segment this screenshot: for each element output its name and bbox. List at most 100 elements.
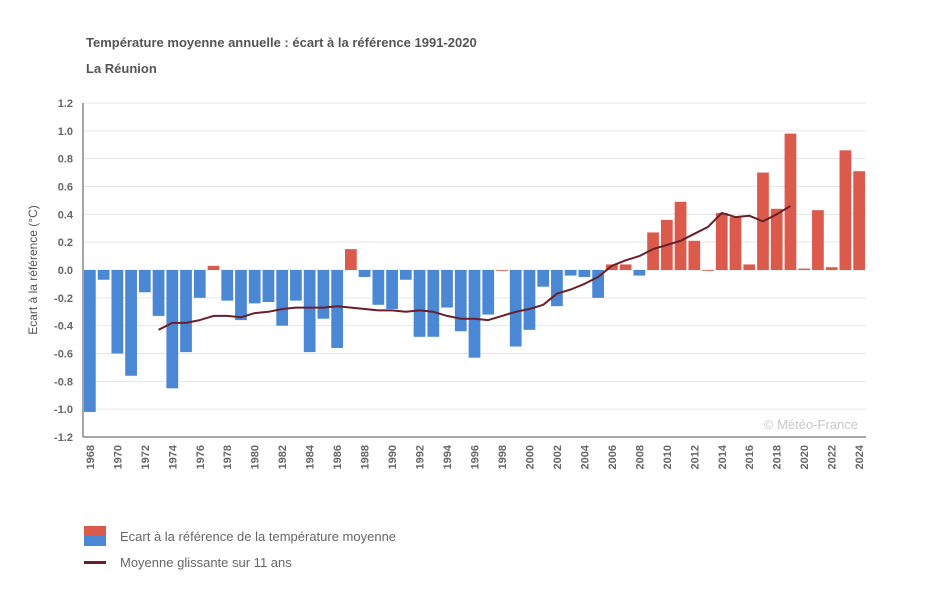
x-tick-label: 2020 xyxy=(799,445,811,469)
x-tick-label: 1986 xyxy=(332,445,344,469)
bar xyxy=(688,240,701,270)
bar xyxy=(825,267,838,270)
y-tick-label: 1.0 xyxy=(58,126,73,138)
axes xyxy=(82,103,866,438)
x-tick-label: 2018 xyxy=(772,445,784,469)
bar xyxy=(235,270,247,321)
bar xyxy=(441,270,453,308)
bar xyxy=(578,270,591,277)
bar xyxy=(290,270,302,301)
x-tick-label: 2006 xyxy=(607,445,619,469)
bar xyxy=(138,270,151,293)
bar xyxy=(345,249,357,270)
bar xyxy=(647,232,659,270)
bar xyxy=(551,270,563,307)
bar xyxy=(839,150,852,270)
bar xyxy=(317,270,330,319)
y-tick-label: -0.2 xyxy=(54,293,73,305)
y-tick-label: -0.8 xyxy=(54,376,73,388)
x-tick-labels: 1968 1970 1972 1974 1976 1978 1980 1982 1984 1986… xyxy=(85,444,866,469)
bar xyxy=(358,270,371,277)
moving-average-line xyxy=(158,205,791,331)
legend-label-line: Moyenne glissante sur 11 ans xyxy=(120,554,292,570)
bar xyxy=(743,264,756,270)
x-tick-label: 1972 xyxy=(140,445,152,469)
x-tick-label: 2014 xyxy=(717,444,729,469)
y-tick-label: 0.8 xyxy=(58,154,73,166)
chart-title: Température moyenne annuelle : écart à l… xyxy=(86,35,477,50)
y-axis-title: Ecart à la référence (°C) xyxy=(26,205,40,335)
x-tick-label: 2004 xyxy=(579,444,591,469)
bar xyxy=(248,270,261,304)
x-tick-label: 1968 xyxy=(85,445,97,469)
x-tick-label: 2008 xyxy=(634,445,646,469)
x-tick-label: 1990 xyxy=(387,445,399,469)
bar xyxy=(262,270,275,303)
x-tick-label: 1980 xyxy=(250,445,262,469)
bar xyxy=(770,208,783,270)
x-tick-label: 1976 xyxy=(195,445,207,469)
x-tick-label: 1970 xyxy=(112,445,124,469)
chart-subtitle: La Réunion xyxy=(86,61,157,76)
bar xyxy=(633,270,646,276)
bar xyxy=(537,270,550,287)
bar xyxy=(523,270,536,330)
x-tick-label: 1996 xyxy=(470,445,482,469)
y-tick-label: 0.2 xyxy=(58,237,73,249)
bar xyxy=(221,270,234,301)
bar-series xyxy=(84,133,865,412)
x-tick-label: 2012 xyxy=(689,445,701,469)
x-tick-label: 1974 xyxy=(167,444,179,469)
legend-item-line[interactable]: Moyenne glissante sur 11 ans xyxy=(84,549,396,575)
bar xyxy=(386,270,398,309)
bar xyxy=(125,270,137,376)
y-tick-label: -1.2 xyxy=(54,432,73,444)
y-tick-label: 0.6 xyxy=(58,182,73,194)
bar xyxy=(276,270,289,326)
bar xyxy=(798,268,811,270)
bar xyxy=(853,171,865,270)
bar xyxy=(111,270,124,354)
bar xyxy=(303,270,316,353)
bar xyxy=(97,270,110,280)
bar xyxy=(399,270,412,280)
x-tick-label: 1978 xyxy=(222,445,234,469)
bar xyxy=(729,217,742,270)
x-tick-label: 1988 xyxy=(360,445,372,469)
bar xyxy=(592,270,604,298)
y-tick-labels: 1.2 1.0 0.8 0.6 0.4 0.2 0.0 -0.2 -0.4 -0.6 -0.8 -1.… xyxy=(54,98,74,444)
x-tick-label: 1982 xyxy=(277,445,289,469)
legend-item-bars[interactable]: Ecart à la référence de la température m… xyxy=(84,523,396,549)
x-tick-label: 2016 xyxy=(744,445,756,469)
x-tick-label: 1992 xyxy=(415,445,427,469)
bar xyxy=(331,270,343,348)
bar xyxy=(715,212,728,270)
x-tick-label: 2024 xyxy=(854,444,866,469)
legend: Ecart à la référence de la température m… xyxy=(84,523,396,575)
bar xyxy=(674,201,687,270)
x-tick-label: 2002 xyxy=(552,445,564,469)
bar xyxy=(166,270,179,389)
bar xyxy=(496,270,508,271)
bar xyxy=(619,264,632,270)
legend-swatch-bars-icon xyxy=(84,526,106,546)
x-tick-label: 1998 xyxy=(497,445,509,469)
bar xyxy=(207,265,220,270)
bar xyxy=(413,270,426,337)
y-tick-label: 0.4 xyxy=(58,209,74,221)
x-tick-label: 2022 xyxy=(827,445,839,469)
x-tick-label: 2010 xyxy=(662,445,674,469)
moving-average-series xyxy=(158,205,791,331)
legend-label-bars: Ecart à la référence de la température m… xyxy=(120,528,397,544)
bar xyxy=(784,133,797,270)
bar xyxy=(372,270,385,305)
y-tick-label: 1.2 xyxy=(58,98,73,110)
bar xyxy=(509,270,522,347)
y-tick-label: -0.4 xyxy=(54,321,74,333)
bar xyxy=(152,270,165,316)
bar xyxy=(427,270,440,337)
y-tick-label: -0.6 xyxy=(54,349,73,361)
bar xyxy=(702,270,714,271)
y-tick-label: -1.0 xyxy=(54,404,73,416)
bar xyxy=(454,270,467,332)
